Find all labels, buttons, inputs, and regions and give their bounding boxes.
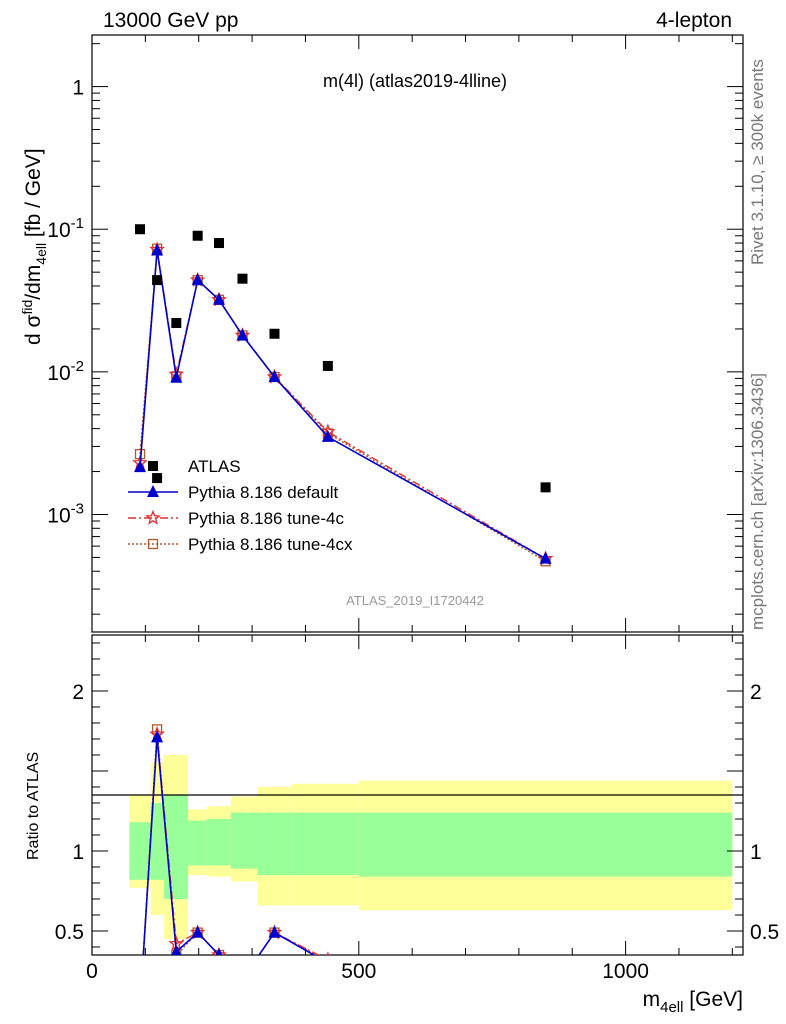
atlas-data-point <box>152 473 163 484</box>
square-marker <box>238 975 247 984</box>
triangle-marker <box>134 1001 146 1013</box>
y-tick-label: 10-2 <box>47 358 84 385</box>
inner-band <box>150 803 165 880</box>
atlas-data-point <box>322 360 333 371</box>
plot-title: m(4l) (atlas2019-4lline) <box>323 71 507 91</box>
inner-band <box>230 812 258 869</box>
analysis-id: ATLAS_2019_I1720442 <box>346 593 484 608</box>
y-tick-label: 10-1 <box>47 215 84 242</box>
triangle-marker <box>212 292 225 305</box>
atlas-data-point <box>152 275 163 286</box>
triangle-marker <box>147 485 159 497</box>
rivet-version-label: Rivet 3.1.10, ≥ 300k events <box>748 59 767 265</box>
process-header: 4-lepton <box>656 9 732 32</box>
inner-band <box>188 820 207 866</box>
star-marker <box>134 1001 146 1013</box>
ratio-y-tick-label: 1 <box>750 841 762 864</box>
triangle-marker <box>539 551 552 564</box>
ratio-y-tick-label: 2 <box>750 681 762 704</box>
x-axis-label: m4ell [GeV] <box>643 988 743 1016</box>
atlas-data-point <box>237 273 248 284</box>
energy-header: 13000 GeV pp <box>103 9 238 32</box>
atlas-data-point <box>192 230 203 241</box>
inner-band <box>257 812 293 875</box>
inner-band <box>292 812 359 875</box>
ratio-uncertainty-bands <box>129 755 733 939</box>
triangle-marker <box>171 944 182 955</box>
triangle-marker <box>322 956 334 968</box>
ratio-y-tick-label: 1 <box>72 841 84 864</box>
atlas-data-point <box>171 318 182 329</box>
star-marker <box>211 946 227 955</box>
legend-marker-atlas <box>148 461 158 471</box>
triangle-marker <box>191 925 204 938</box>
triangle-marker <box>215 948 223 955</box>
legend-label: Pythia 8.186 tune-4cx <box>188 535 353 554</box>
triangle-marker <box>134 460 147 473</box>
atlas-data-point <box>269 328 280 339</box>
main-y-axis-label: d σfid/dm4ell [fb / GeV] <box>19 148 49 345</box>
triangle-marker <box>236 972 248 984</box>
atlas-data-point <box>135 224 146 235</box>
ratio-series-line <box>142 737 316 955</box>
main-plot-frame <box>91 34 744 633</box>
triangle-marker <box>191 273 204 286</box>
main-series <box>132 224 554 567</box>
ratio-y-axis-label: Ratio to ATLAS <box>25 752 42 860</box>
mcplots-label: mcplots.cern.ch [arXiv:1306.3436] <box>748 373 767 630</box>
atlas-data-point <box>540 482 551 493</box>
inner-band <box>358 812 733 877</box>
ratio-y-tick-label: 0.5 <box>55 921 84 944</box>
inner-band <box>206 819 231 866</box>
ratio-y-tick-label: 0.5 <box>750 921 779 944</box>
triangle-marker <box>321 429 334 442</box>
triangle-marker <box>170 370 183 383</box>
y-tick-label: 1 <box>72 77 84 100</box>
ratio-y-tick-label: 2 <box>72 681 84 704</box>
legend-label: ATLAS <box>188 457 241 476</box>
ratio-series <box>134 724 334 1013</box>
legend-label: Pythia 8.186 default <box>188 483 339 502</box>
triangle-marker <box>151 243 164 256</box>
triangle-marker <box>268 370 281 383</box>
legend: ATLAS Pythia 8.186 default Pythia 8.186 tu… <box>128 457 353 554</box>
legend-label: Pythia 8.186 tune-4c <box>188 509 344 528</box>
y-tick-label: 10-3 <box>47 500 84 527</box>
square-marker <box>136 1003 145 1012</box>
inner-band <box>129 822 151 880</box>
square-marker <box>323 957 332 966</box>
x-tick-label: 1000 <box>602 960 649 983</box>
triangle-marker <box>151 730 164 743</box>
square-marker <box>147 538 159 550</box>
star-marker <box>236 973 248 985</box>
triangle-marker <box>236 328 249 341</box>
triangle-marker <box>268 925 281 938</box>
x-tick-label: 0 <box>86 960 98 983</box>
atlas-data-point <box>213 238 224 249</box>
x-tick-label: 500 <box>341 960 376 983</box>
star-marker <box>145 509 161 525</box>
